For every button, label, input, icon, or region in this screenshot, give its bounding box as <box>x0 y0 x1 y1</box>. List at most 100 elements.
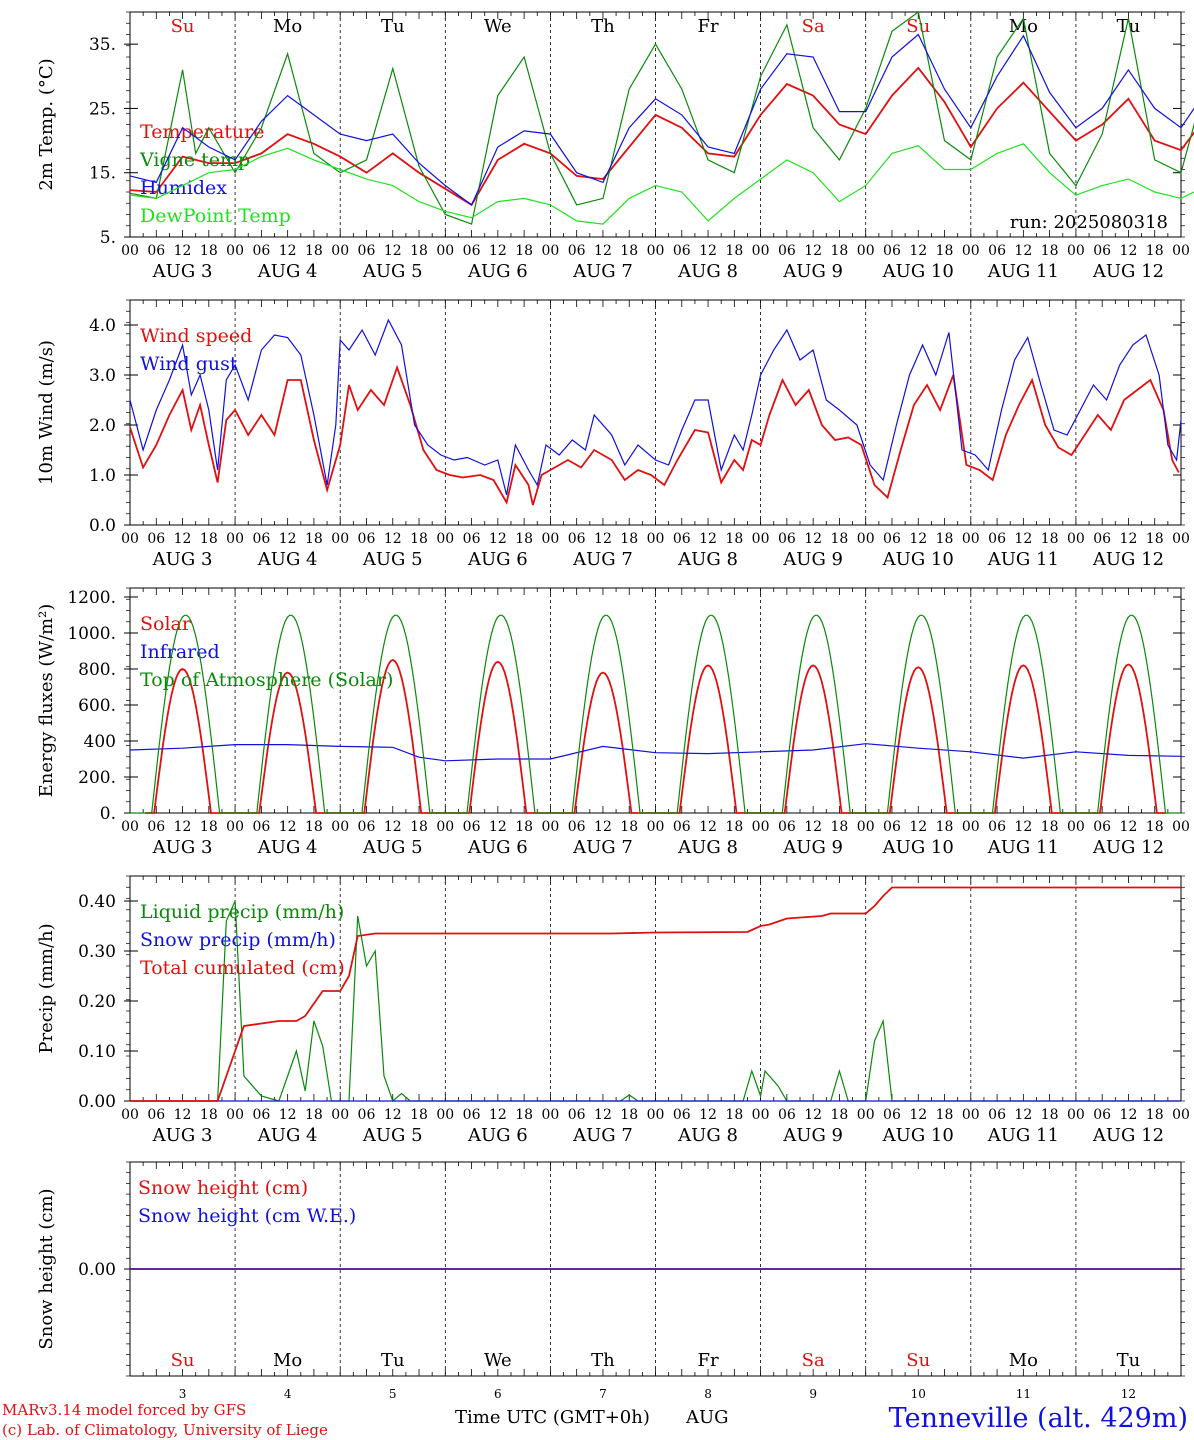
hour-tick-label: 00 <box>752 819 770 835</box>
y-tick-label: 0.00 <box>78 1092 116 1112</box>
hour-tick-label: 12 <box>1120 1107 1138 1123</box>
hour-tick-label: 12 <box>594 819 612 835</box>
weekday-label: Sa <box>802 16 825 37</box>
hour-tick-label: 18 <box>410 819 428 835</box>
hour-tick-label: 06 <box>1093 531 1111 547</box>
y-tick-label: 400 <box>84 732 116 752</box>
series-top-of-atmosphere-solar <box>130 614 1181 814</box>
hour-tick-label: 00 <box>1172 243 1190 259</box>
hour-tick-label: 12 <box>909 1107 927 1123</box>
y-tick-label: 600. <box>78 696 116 716</box>
hour-tick-label: 00 <box>647 819 665 835</box>
hour-tick-label: 00 <box>436 531 454 547</box>
hour-tick-label: 00 <box>541 243 559 259</box>
hour-tick-label: 18 <box>620 1107 638 1123</box>
hour-tick-label: 18 <box>305 531 323 547</box>
date-label: AUG 11 <box>987 837 1059 858</box>
hour-tick-label: 06 <box>673 819 691 835</box>
legend-series-snow-height-cm-w-e: Snow height (cm W.E.) <box>138 1205 356 1227</box>
date-label: AUG 12 <box>1092 549 1164 570</box>
hour-tick-label: 12 <box>909 531 927 547</box>
hour-tick-label: 18 <box>1041 1107 1059 1123</box>
hour-tick-label: 06 <box>673 531 691 547</box>
hour-tick-label: 06 <box>568 819 586 835</box>
hour-tick-label: 06 <box>883 819 901 835</box>
legend-series-solar: Solar <box>140 613 192 635</box>
hour-tick-label: 06 <box>568 1107 586 1123</box>
date-label: AUG 11 <box>987 261 1059 282</box>
hour-tick-label: 00 <box>331 243 349 259</box>
hour-tick-label: 18 <box>620 819 638 835</box>
hour-tick-label: 06 <box>778 531 796 547</box>
hour-tick-label: 00 <box>1067 819 1085 835</box>
date-label: AUG 4 <box>257 549 318 570</box>
hour-tick-label: 18 <box>831 819 849 835</box>
hour-tick-label: 12 <box>1014 1107 1032 1123</box>
y-tick-label: 5. <box>100 228 116 248</box>
weekday-label: Tu <box>1117 1350 1141 1371</box>
weekday-label: Mo <box>1009 1350 1038 1371</box>
hour-tick-label: 18 <box>200 243 218 259</box>
hour-tick-label: 18 <box>936 531 954 547</box>
hour-tick-label: 18 <box>831 531 849 547</box>
hour-tick-label: 12 <box>1120 531 1138 547</box>
legend-series-humidex: Humidex <box>140 177 227 199</box>
weekday-label: Su <box>171 1350 195 1371</box>
weekday-label: We <box>484 1350 512 1371</box>
hour-tick-label: 00 <box>962 819 980 835</box>
hour-tick-label: 18 <box>1146 819 1164 835</box>
hour-tick-label: 18 <box>1146 1107 1164 1123</box>
legend-series-infrared: Infrared <box>140 641 220 663</box>
hour-tick-label: 12 <box>279 1107 297 1123</box>
y-tick-label: 1.0 <box>89 466 116 486</box>
hour-tick-label: 18 <box>725 1107 743 1123</box>
hour-tick-label: 00 <box>121 243 139 259</box>
series-temperature <box>129 66 1194 207</box>
hour-tick-label: 12 <box>594 531 612 547</box>
hour-tick-label: 12 <box>174 1107 192 1123</box>
date-label: AUG 4 <box>257 1125 318 1146</box>
run-label: run: 2025080318 <box>1010 212 1168 233</box>
series-humidex <box>129 33 1194 206</box>
date-label: AUG 7 <box>572 261 633 282</box>
hour-tick-label: 18 <box>831 1107 849 1123</box>
hour-tick-label: 18 <box>1146 243 1164 259</box>
hour-tick-label: 18 <box>936 1107 954 1123</box>
hour-tick-label: 00 <box>857 531 875 547</box>
legend-series-snow-precip-mm-h: Snow precip (mm/h) <box>140 929 336 951</box>
legend-series-top-of-atmosphere-solar: Top of Atmosphere (Solar) <box>140 669 393 691</box>
y-axis-label: 10m Wind (m/s) <box>36 340 57 485</box>
date-label: AUG 5 <box>362 1125 423 1146</box>
legend-series-wind-gust: Wind gust <box>140 353 238 375</box>
day-number-label: 10 <box>911 1387 926 1401</box>
y-tick-label: 0.20 <box>78 992 116 1012</box>
hour-tick-label: 00 <box>1172 819 1190 835</box>
weekday-label: Sa <box>802 1350 825 1371</box>
date-label: AUG 10 <box>882 1125 954 1146</box>
hour-tick-label: 06 <box>252 243 270 259</box>
hour-tick-label: 06 <box>463 531 481 547</box>
hour-tick-label: 18 <box>515 531 533 547</box>
hour-tick-label: 18 <box>936 243 954 259</box>
hour-tick-label: 00 <box>1172 1107 1190 1123</box>
date-label: AUG 5 <box>362 837 423 858</box>
hour-tick-label: 12 <box>489 243 507 259</box>
legend-series-liquid-precip-mm-h: Liquid precip (mm/h) <box>140 901 344 923</box>
date-label: AUG 9 <box>782 549 843 570</box>
hour-tick-label: 18 <box>410 531 428 547</box>
date-label: AUG 4 <box>257 261 318 282</box>
hour-tick-label: 06 <box>358 531 376 547</box>
hour-tick-label: 18 <box>200 819 218 835</box>
day-number-label: 6 <box>494 1387 502 1401</box>
hour-tick-label: 06 <box>883 531 901 547</box>
date-label: AUG 8 <box>677 837 738 858</box>
hour-tick-label: 00 <box>436 819 454 835</box>
hour-tick-label: 00 <box>226 531 244 547</box>
weekday-label: Th <box>591 16 615 37</box>
hour-tick-label: 18 <box>1041 819 1059 835</box>
weekday-label: Tu <box>381 1350 405 1371</box>
date-label: AUG 12 <box>1092 837 1164 858</box>
day-number-label: 12 <box>1121 1387 1136 1401</box>
station-name: Tenneville (alt. 429m) <box>889 1403 1188 1434</box>
